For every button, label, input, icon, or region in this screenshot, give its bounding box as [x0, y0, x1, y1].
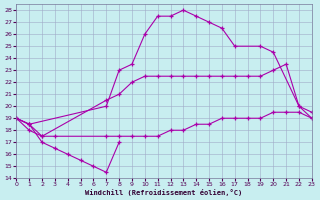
X-axis label: Windchill (Refroidissement éolien,°C): Windchill (Refroidissement éolien,°C)	[85, 189, 243, 196]
